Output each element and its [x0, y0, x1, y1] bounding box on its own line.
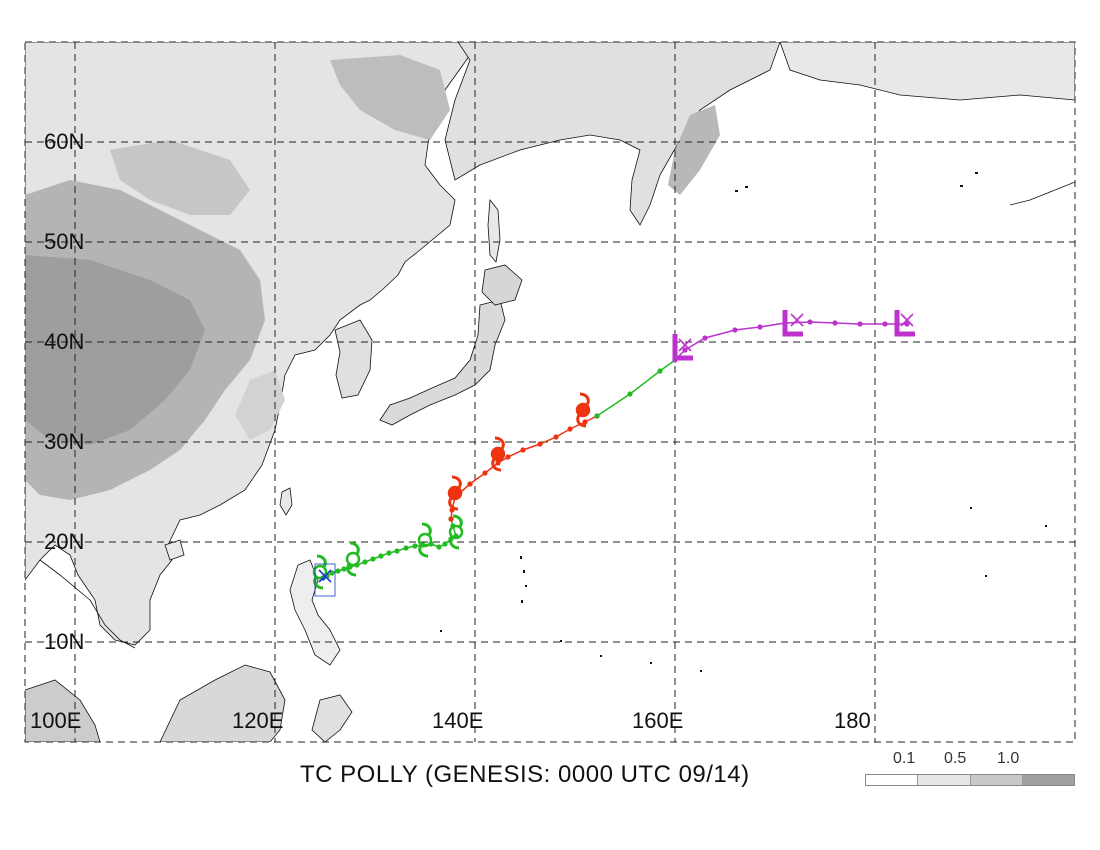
track-point	[378, 553, 384, 559]
lat-label-50n: 50N	[44, 229, 85, 254]
track-point	[582, 419, 588, 425]
track-point	[412, 543, 418, 549]
x-mark-icon	[790, 313, 804, 327]
philippines	[289, 559, 341, 666]
lon-label-100e: 100E	[30, 708, 82, 733]
hokkaido	[481, 264, 523, 306]
lat-label-30n: 30N	[44, 429, 85, 454]
track-point	[757, 324, 763, 330]
highland-shade-3	[110, 140, 250, 215]
track-point	[882, 321, 888, 327]
kamchatka	[444, 42, 781, 226]
pacific-islands	[440, 172, 1047, 672]
lat-label-60n: 60N	[44, 129, 85, 154]
track-point	[832, 320, 838, 326]
track-point	[335, 568, 341, 574]
map-frame	[24, 41, 1076, 743]
japan	[379, 299, 506, 426]
legend-swatch-3	[1022, 775, 1074, 785]
low-symbol-icon	[782, 310, 803, 337]
ts-symbol-icon	[345, 541, 361, 577]
track-point	[362, 559, 368, 565]
map-title: TC POLLY (GENESIS: 0000 UTC 09/14)	[300, 761, 750, 788]
lat-label-10n: 10N	[44, 629, 85, 654]
korea	[334, 319, 373, 399]
track-point	[594, 413, 600, 419]
track-segment-tropical_storm	[596, 359, 676, 417]
lon-label-140e: 140E	[432, 708, 484, 733]
ty-symbol-icon	[575, 392, 591, 428]
track-point	[505, 454, 511, 460]
track-point	[553, 434, 559, 440]
track-point	[904, 321, 910, 327]
taiwan	[279, 487, 293, 516]
lon-label-160e: 160E	[632, 708, 684, 733]
track-point	[520, 447, 526, 453]
track-point	[537, 441, 543, 447]
legend-label-1-0: 1.0	[997, 750, 1020, 767]
indochina-coast	[39, 559, 136, 649]
sumatra	[25, 679, 101, 742]
borneo	[159, 664, 286, 742]
legend-label-0-5: 0.5	[944, 750, 967, 767]
track-point	[627, 391, 633, 397]
lon-label-180: 180	[834, 708, 871, 733]
lat-label-40n: 40N	[44, 329, 85, 354]
legend-swatch-0	[866, 775, 919, 785]
track-point	[682, 347, 688, 353]
sakhalin	[487, 198, 501, 263]
track-point	[702, 335, 708, 341]
low-symbol-icon	[894, 310, 915, 337]
track-point	[394, 548, 400, 554]
kamchatka-shade	[668, 105, 720, 195]
track-point	[467, 481, 473, 487]
track-point	[482, 470, 488, 476]
track-point	[567, 426, 573, 432]
legend-colorbar	[865, 774, 1075, 786]
track-point	[341, 566, 347, 572]
track-point	[442, 541, 448, 547]
legend-swatch-2	[970, 775, 1023, 785]
legend-label-0-1: 0.1	[893, 750, 916, 767]
sulawesi	[311, 694, 353, 742]
track-point	[403, 545, 409, 551]
highland-shade-5	[235, 370, 285, 440]
terrain-shading	[25, 42, 1075, 742]
alaska-coast	[1009, 181, 1075, 206]
highland-shade-4	[330, 55, 450, 140]
track-point	[857, 321, 863, 327]
ts-symbol-icon	[448, 514, 464, 550]
legend-swatch-1	[918, 775, 971, 785]
lat-lon-grid	[25, 42, 1075, 742]
x-mark-icon	[678, 338, 692, 352]
track-point	[386, 550, 392, 556]
ty-symbol-icon	[490, 436, 506, 472]
track-point	[370, 556, 376, 562]
track-point	[329, 570, 335, 576]
track-point	[732, 327, 738, 333]
storm-track	[312, 310, 915, 597]
highland-shade-2	[25, 255, 205, 445]
x-mark-icon	[318, 569, 332, 583]
track-point	[807, 319, 813, 325]
track-point	[657, 368, 663, 374]
track-point	[448, 516, 454, 522]
track-point	[436, 544, 442, 550]
low-symbol-icon	[672, 334, 693, 361]
genesis-box	[314, 563, 336, 597]
ts-symbol-icon	[417, 522, 433, 558]
x-mark-icon	[900, 313, 914, 327]
track-point	[495, 460, 501, 466]
chukotka	[779, 42, 1075, 101]
lat-label-20n: 20N	[44, 529, 85, 554]
ty-symbol-icon	[447, 475, 463, 511]
lon-label-120e: 120E	[232, 708, 284, 733]
